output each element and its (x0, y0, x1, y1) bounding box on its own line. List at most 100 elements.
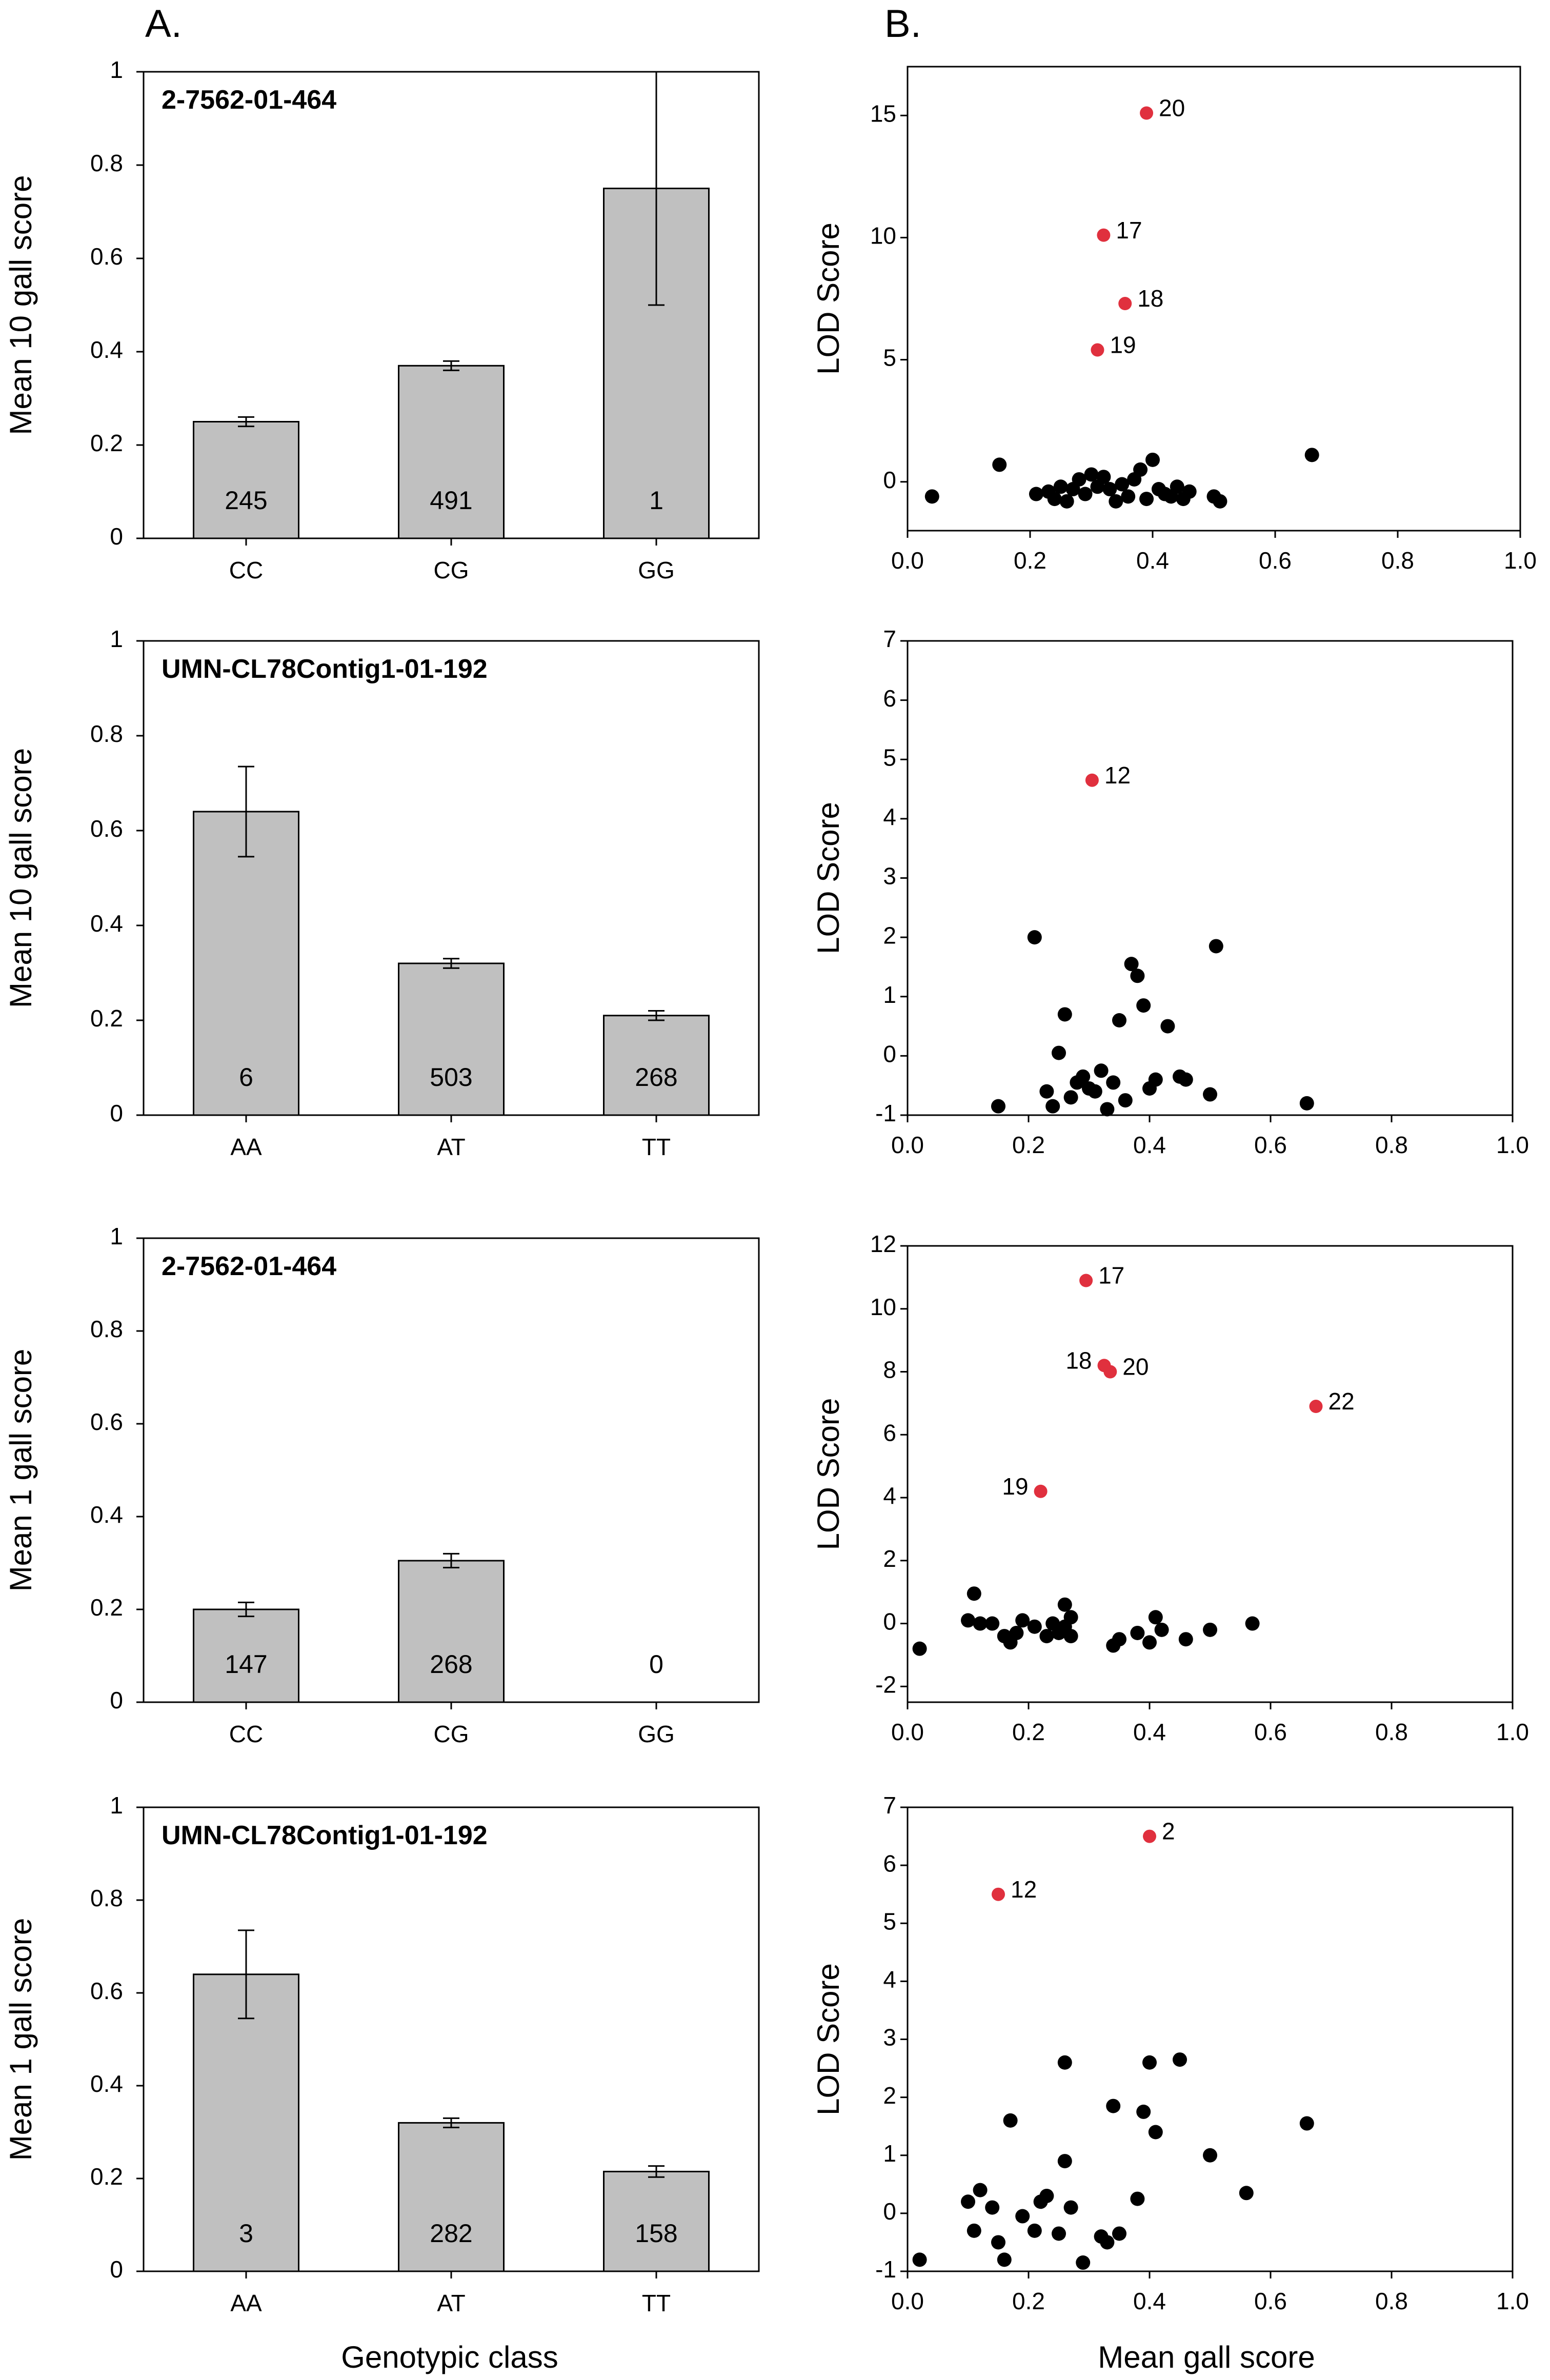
chart2-highlight-label-18: 18 (1137, 285, 1163, 312)
chart8-xtick-label-1: 0.2 (1012, 2288, 1045, 2314)
chart8-point-1 (912, 2252, 927, 2267)
chart8-point-16 (1063, 2200, 1078, 2215)
chart3-ytick-label-4: 0.8 (90, 720, 123, 747)
chart6-plot-frame (907, 1245, 1514, 1703)
chart8-ytick-label-0: -1 (875, 2256, 896, 2283)
chart4-point-4 (1045, 1099, 1060, 1114)
chart1-count-GG: 1 (649, 486, 663, 515)
chart3-marker-title: UMN-CL78Contig1-01-192 (162, 654, 488, 684)
chart4-y-axis-title: LOD Score (811, 802, 846, 954)
chart2-ytick-label-2: 10 (870, 223, 896, 249)
chart3-ytick-label-2: 0.4 (90, 910, 123, 937)
chart8-highlight-point-2 (1143, 1829, 1156, 1843)
chart2-highlight-point-17 (1097, 228, 1111, 242)
chart4-ytick-label-0: -1 (875, 1100, 896, 1126)
chart2-highlight-label-17: 17 (1116, 217, 1142, 244)
chart6-ytick-label-1: 0 (883, 1608, 896, 1635)
chart7-ytick-label-0: 0 (110, 2256, 123, 2283)
chart4-point-3 (1039, 1084, 1054, 1099)
chart1-xtick-label-CC: CC (229, 557, 263, 583)
scatter-x-axis-title: Mean gall score (1098, 2340, 1315, 2374)
chart7-y-axis-title: Mean 1 gall score (4, 1918, 38, 2161)
chart6-highlight-label-22: 22 (1328, 1388, 1355, 1415)
chart6-highlight-label-17: 17 (1098, 1262, 1124, 1289)
chart8-point-9 (1015, 2209, 1030, 2224)
chart1-ytick-label-1: 0.2 (90, 430, 123, 456)
chart4-xtick-label-3: 0.6 (1254, 1132, 1287, 1158)
chart8-ytick-label-5: 4 (883, 1966, 896, 1993)
chart7-xtick-label-TT: TT (642, 2290, 671, 2316)
chart6-point-8 (1009, 1625, 1024, 1640)
chart4-point-6 (1057, 1007, 1072, 1022)
chart6-highlight-point-22 (1309, 1400, 1323, 1414)
chart8-ytick-label-7: 6 (883, 1850, 896, 1877)
chart8-highlight-label-2: 2 (1162, 1818, 1175, 1845)
chart4-plot-frame (907, 640, 1514, 1116)
chart5-count-CG: 268 (430, 1650, 472, 1679)
chart8-ytick-label-3: 2 (883, 2082, 896, 2109)
chart2-ytick-label-0: 0 (883, 467, 896, 493)
chart4-point-21 (1148, 1072, 1163, 1087)
panel-b-letter: B. (884, 2, 921, 46)
chart2-point-10 (1078, 487, 1093, 501)
chart6-point-21 (1142, 1635, 1157, 1650)
chart3-bar-AT (398, 962, 505, 1116)
chart4-point-19 (1136, 998, 1151, 1013)
chart3-xtick-label-TT: TT (642, 1134, 671, 1160)
chart8-ytick-label-1: 0 (883, 2198, 896, 2225)
panel-a-letter: A. (145, 2, 182, 46)
chart4-highlight-label-12: 12 (1104, 762, 1131, 789)
chart8-point-25 (1148, 2125, 1163, 2140)
chart1-ytick-label-4: 0.8 (90, 150, 123, 176)
chart2-point-25 (1170, 479, 1184, 494)
chart8-xtick-label-0: 0.0 (891, 2288, 924, 2314)
chart4-xtick-label-2: 0.4 (1133, 1132, 1166, 1158)
chart8-point-3 (967, 2223, 981, 2238)
chart8-point-6 (991, 2235, 1005, 2250)
chart2-ytick-label-1: 5 (883, 345, 896, 371)
chart8-point-17 (1076, 2255, 1091, 2270)
chart4-ytick-label-4: 3 (883, 863, 896, 890)
chart6-ytick-label-3: 4 (883, 1482, 896, 1509)
chart6-point-2 (961, 1613, 975, 1628)
chart8-ytick-label-2: 1 (883, 2140, 896, 2167)
chart8-point-21 (1112, 2226, 1126, 2241)
chart4-point-27 (1299, 1096, 1314, 1111)
chart4-point-11 (1088, 1084, 1102, 1099)
chart6-xtick-label-0: 0.0 (891, 1719, 924, 1745)
chart2-point-1 (924, 489, 939, 504)
chart6-y-axis-title: LOD Score (811, 1398, 846, 1550)
chart1-bar-CC (193, 421, 299, 539)
chart8-point-22 (1130, 2191, 1145, 2206)
chart2-point-21 (1145, 452, 1160, 467)
chart2-point-7 (1059, 494, 1074, 509)
chart1-ytick-label-0: 0 (110, 523, 123, 550)
chart2-point-5 (1047, 492, 1062, 507)
chart7-count-AT: 282 (430, 2219, 472, 2248)
chart4-point-26 (1209, 939, 1223, 954)
chart8-ytick-label-6: 5 (883, 1908, 896, 1934)
chart2-ytick-label-3: 15 (870, 100, 896, 127)
chart8-point-15 (1057, 2154, 1072, 2169)
chart1-y-axis-title: Mean 10 gall score (4, 175, 38, 435)
chart4-xtick-label-1: 0.2 (1012, 1132, 1045, 1158)
chart6-point-23 (1154, 1622, 1169, 1637)
chart6-point-26 (1245, 1616, 1260, 1631)
chart6-point-17 (1063, 1629, 1078, 1644)
chart4-point-15 (1112, 1013, 1126, 1027)
chart8-point-12 (1039, 2188, 1054, 2203)
chart8-point-23 (1136, 2104, 1151, 2119)
chart6-point-4 (973, 1616, 988, 1631)
chart2-point-13 (1096, 470, 1111, 485)
chart8-point-26 (1173, 2052, 1187, 2067)
chart7-count-TT: 158 (635, 2219, 677, 2248)
chart6-ytick-label-5: 8 (883, 1357, 896, 1383)
chart4-point-13 (1100, 1102, 1115, 1117)
chart7-count-AA: 3 (239, 2219, 253, 2248)
chart1-ytick-label-3: 0.6 (90, 243, 123, 270)
chart4-xtick-label-4: 0.8 (1375, 1132, 1408, 1158)
chart4-point-14 (1106, 1075, 1121, 1090)
chart6-point-9 (1015, 1613, 1030, 1628)
chart8-point-27 (1203, 2148, 1217, 2163)
